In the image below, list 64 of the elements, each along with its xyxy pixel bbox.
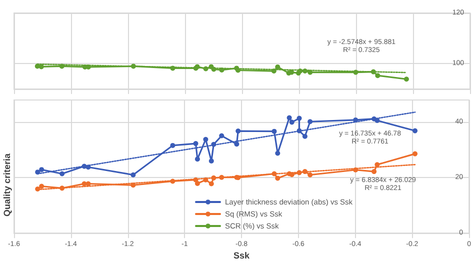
point (272, 171, 277, 176)
point (60, 186, 65, 191)
point (194, 180, 200, 186)
point (353, 167, 358, 172)
point (203, 136, 208, 142)
point (170, 66, 176, 71)
point (219, 68, 224, 72)
point (60, 171, 65, 176)
point (302, 68, 308, 74)
point (286, 115, 292, 120)
point (289, 70, 294, 75)
point (59, 64, 64, 69)
point (275, 150, 280, 156)
point (308, 70, 313, 75)
point (194, 156, 200, 162)
point (308, 119, 313, 124)
point (193, 141, 198, 146)
point (374, 162, 380, 168)
point (272, 128, 277, 134)
point (370, 69, 376, 74)
point (35, 186, 40, 192)
point (372, 169, 377, 174)
point (38, 64, 44, 70)
point (35, 170, 40, 175)
point (130, 64, 136, 69)
point (203, 66, 208, 72)
point (353, 117, 358, 122)
point (412, 151, 418, 156)
point (271, 68, 276, 74)
point (39, 184, 44, 189)
point (219, 133, 224, 138)
point (302, 169, 308, 174)
point (86, 164, 91, 170)
point (130, 182, 136, 188)
point (412, 128, 418, 134)
point (374, 118, 380, 124)
point (289, 172, 294, 178)
point (208, 158, 214, 164)
point (296, 128, 302, 134)
point (86, 181, 91, 186)
point (375, 73, 380, 78)
point (234, 142, 240, 147)
y-axis-title: Quality criteria (2, 152, 12, 217)
point (236, 128, 241, 134)
point (275, 64, 280, 70)
point (130, 172, 136, 178)
point (219, 174, 224, 180)
x-axis-title: Ssk (234, 250, 251, 261)
point (39, 167, 44, 172)
point (170, 178, 176, 184)
point (208, 181, 214, 186)
point (211, 142, 216, 147)
point (308, 172, 313, 178)
point (211, 175, 216, 180)
point (353, 70, 358, 75)
point (404, 76, 409, 82)
point (289, 120, 294, 125)
point (275, 176, 280, 181)
point (302, 134, 308, 139)
point (296, 116, 302, 121)
point (203, 177, 208, 182)
point (296, 170, 302, 176)
point (170, 142, 176, 148)
point (211, 66, 216, 72)
